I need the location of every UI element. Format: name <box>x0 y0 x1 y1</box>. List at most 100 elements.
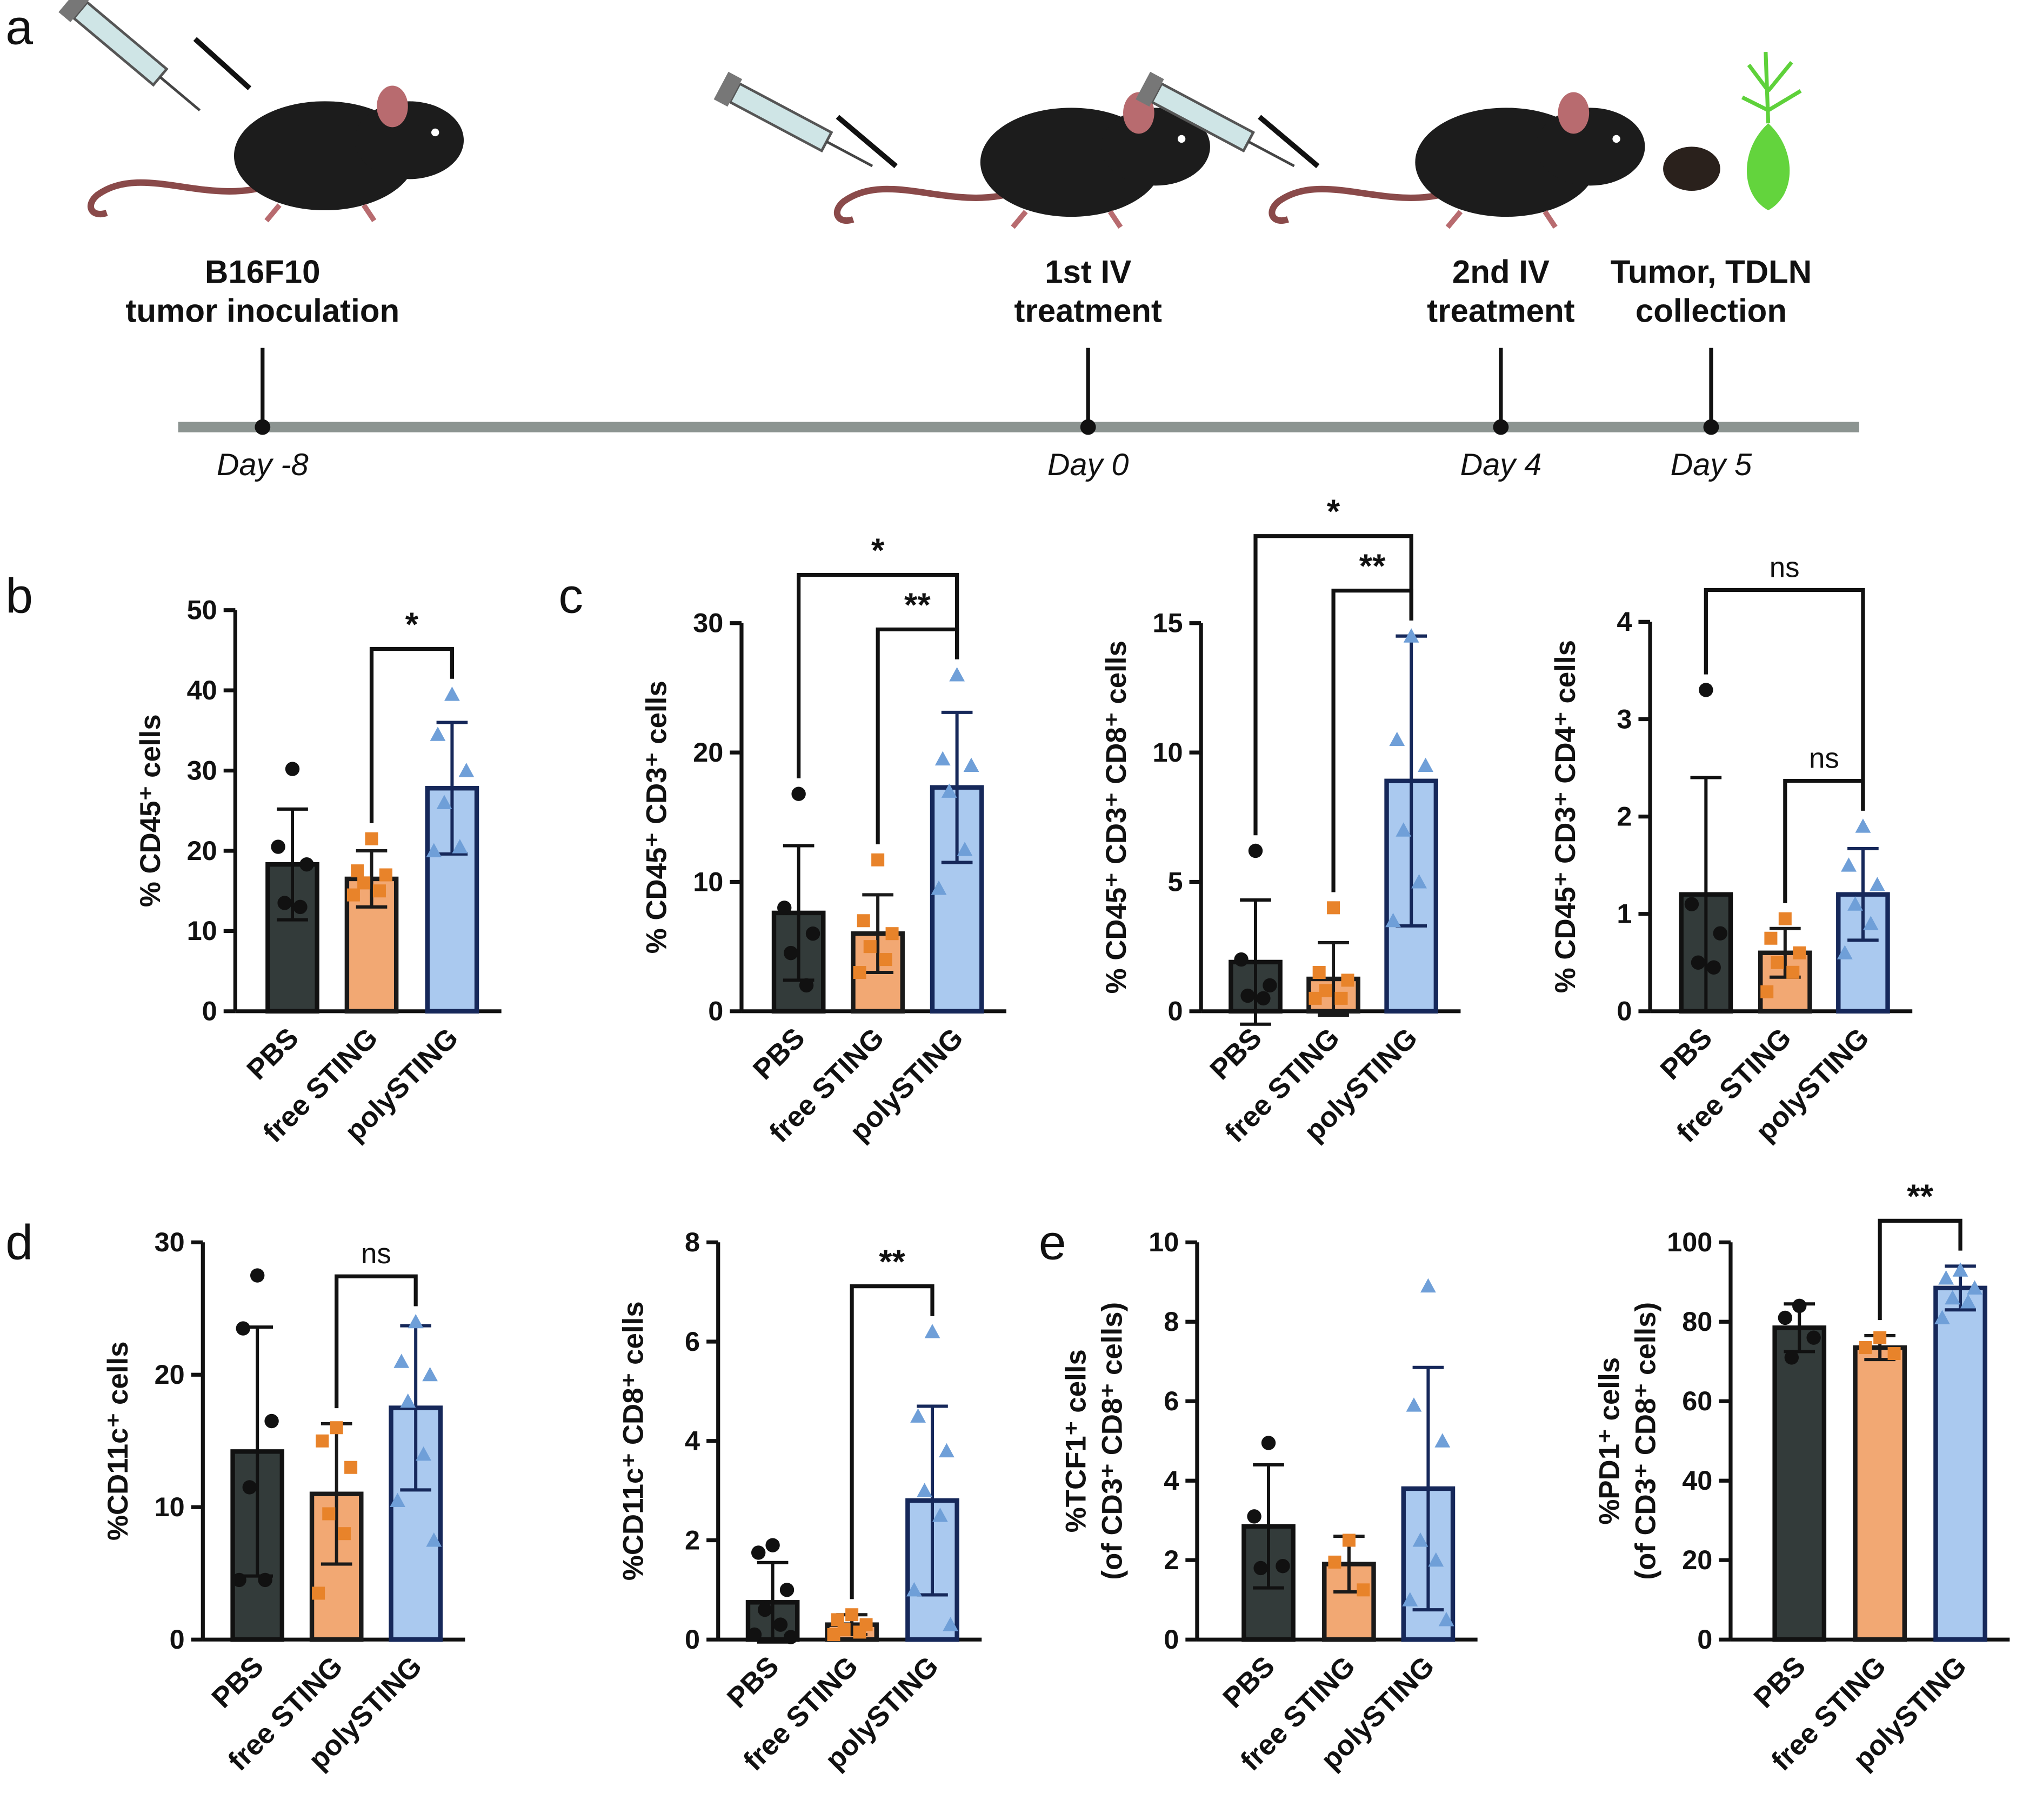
data-point <box>943 1617 959 1631</box>
data-point <box>784 945 798 961</box>
y-tick-label: 10 <box>1152 737 1183 768</box>
data-point <box>1699 683 1713 697</box>
y-tick-label: 4 <box>1617 606 1632 637</box>
data-point <box>379 868 392 882</box>
data-point <box>1263 978 1277 993</box>
data-point <box>1403 628 1419 643</box>
data-point <box>1357 1583 1370 1597</box>
y-tick-label: 10 <box>155 1491 185 1522</box>
data-point <box>949 667 965 682</box>
data-point <box>408 1314 424 1329</box>
error-bar <box>277 807 308 922</box>
y-tick-label: 6 <box>1164 1385 1179 1416</box>
data-point <box>1887 1347 1901 1361</box>
y-tick-label: 0 <box>1617 996 1632 1026</box>
significance-label: ns <box>361 1238 391 1270</box>
data-point <box>941 783 957 798</box>
data-point <box>747 1627 762 1642</box>
data-point <box>963 757 979 772</box>
data-point <box>939 1443 954 1458</box>
lymph-node <box>1746 123 1790 211</box>
data-point <box>285 762 300 776</box>
significance-bracket <box>335 1274 418 1409</box>
x-tick-label: PBS <box>721 1650 785 1715</box>
data-point <box>765 1538 780 1552</box>
y-tick-label: 30 <box>693 608 723 638</box>
event-dot <box>1080 419 1096 435</box>
data-point <box>330 1421 343 1435</box>
y-tick-label: 40 <box>1682 1465 1712 1496</box>
data-point <box>1778 912 1792 925</box>
data-point <box>857 914 870 928</box>
data-point <box>1420 1278 1436 1293</box>
data-point <box>277 896 292 910</box>
y-axis-label: %CD11c⁺ CD8⁺ cells <box>617 1301 649 1581</box>
y-tick-label: 50 <box>187 595 217 625</box>
data-point <box>957 842 973 856</box>
data-point <box>322 1507 336 1521</box>
day-label: Day 4 <box>1460 448 1542 482</box>
y-tick-label: 8 <box>1164 1306 1179 1337</box>
data-point <box>757 1602 772 1617</box>
arrow <box>1258 115 1320 169</box>
y-tick-label: 1 <box>1617 898 1632 929</box>
event-label: 2nd IV <box>1452 254 1550 290</box>
data-point <box>1793 946 1806 959</box>
data-point <box>1309 991 1322 1005</box>
y-axis-label: (of CD3⁺ CD8⁺ cells) <box>1097 1302 1129 1580</box>
y-tick-label: 0 <box>1167 996 1183 1026</box>
y-tick-label: 2 <box>685 1524 700 1555</box>
y-tick-label: 80 <box>1682 1306 1712 1337</box>
data-point <box>1859 1341 1872 1355</box>
data-point <box>430 726 446 741</box>
significance-bracket <box>1253 534 1413 836</box>
y-axis-label: %PD1⁺ cells <box>1593 1357 1625 1525</box>
data-point <box>1234 952 1249 967</box>
data-point <box>271 839 285 854</box>
data-point <box>258 1572 272 1588</box>
y-tick-label: 2 <box>1617 801 1632 831</box>
bar <box>1853 1345 1907 1642</box>
y-tick-label: 6 <box>685 1326 700 1357</box>
y-tick-label: 20 <box>1682 1544 1712 1575</box>
bar <box>1772 1325 1827 1642</box>
y-axis-label: % CD45⁺ cells <box>135 714 166 907</box>
y-tick-label: 20 <box>693 737 723 768</box>
significance-bracket <box>1783 778 1865 903</box>
event-label: B16F10 <box>205 254 321 290</box>
data-point <box>426 843 442 857</box>
arrow <box>836 115 898 169</box>
event-label: treatment <box>1427 293 1574 329</box>
day-label: Day 0 <box>1047 448 1129 482</box>
data-point <box>1945 1290 1961 1305</box>
error-bar <box>757 1561 789 1644</box>
data-point <box>863 940 877 954</box>
data-point <box>1855 818 1871 833</box>
y-tick-label: 40 <box>187 675 217 705</box>
data-point <box>1778 1310 1793 1325</box>
data-point <box>845 1608 859 1622</box>
data-point <box>773 1617 788 1632</box>
y-axis-label: %TCF1⁺ cells <box>1060 1349 1092 1532</box>
data-point <box>1334 991 1348 1005</box>
data-point <box>365 832 378 845</box>
data-point <box>1841 857 1857 872</box>
data-point <box>1396 822 1412 837</box>
y-tick-label: 30 <box>187 755 217 785</box>
data-point <box>917 1483 932 1497</box>
panel-label: b <box>5 569 33 624</box>
event-dot <box>1703 419 1719 435</box>
error-bar <box>941 710 973 864</box>
data-point <box>312 1586 325 1600</box>
data-point <box>779 1583 795 1597</box>
y-tick-label: 20 <box>187 835 217 866</box>
data-point <box>906 1582 922 1597</box>
data-point <box>232 1572 246 1588</box>
data-point <box>242 1480 257 1495</box>
data-point <box>799 978 814 993</box>
y-tick-label: 0 <box>202 996 217 1026</box>
data-point <box>344 1461 358 1474</box>
panel-label: e <box>1039 1215 1066 1270</box>
data-point <box>932 1508 948 1522</box>
